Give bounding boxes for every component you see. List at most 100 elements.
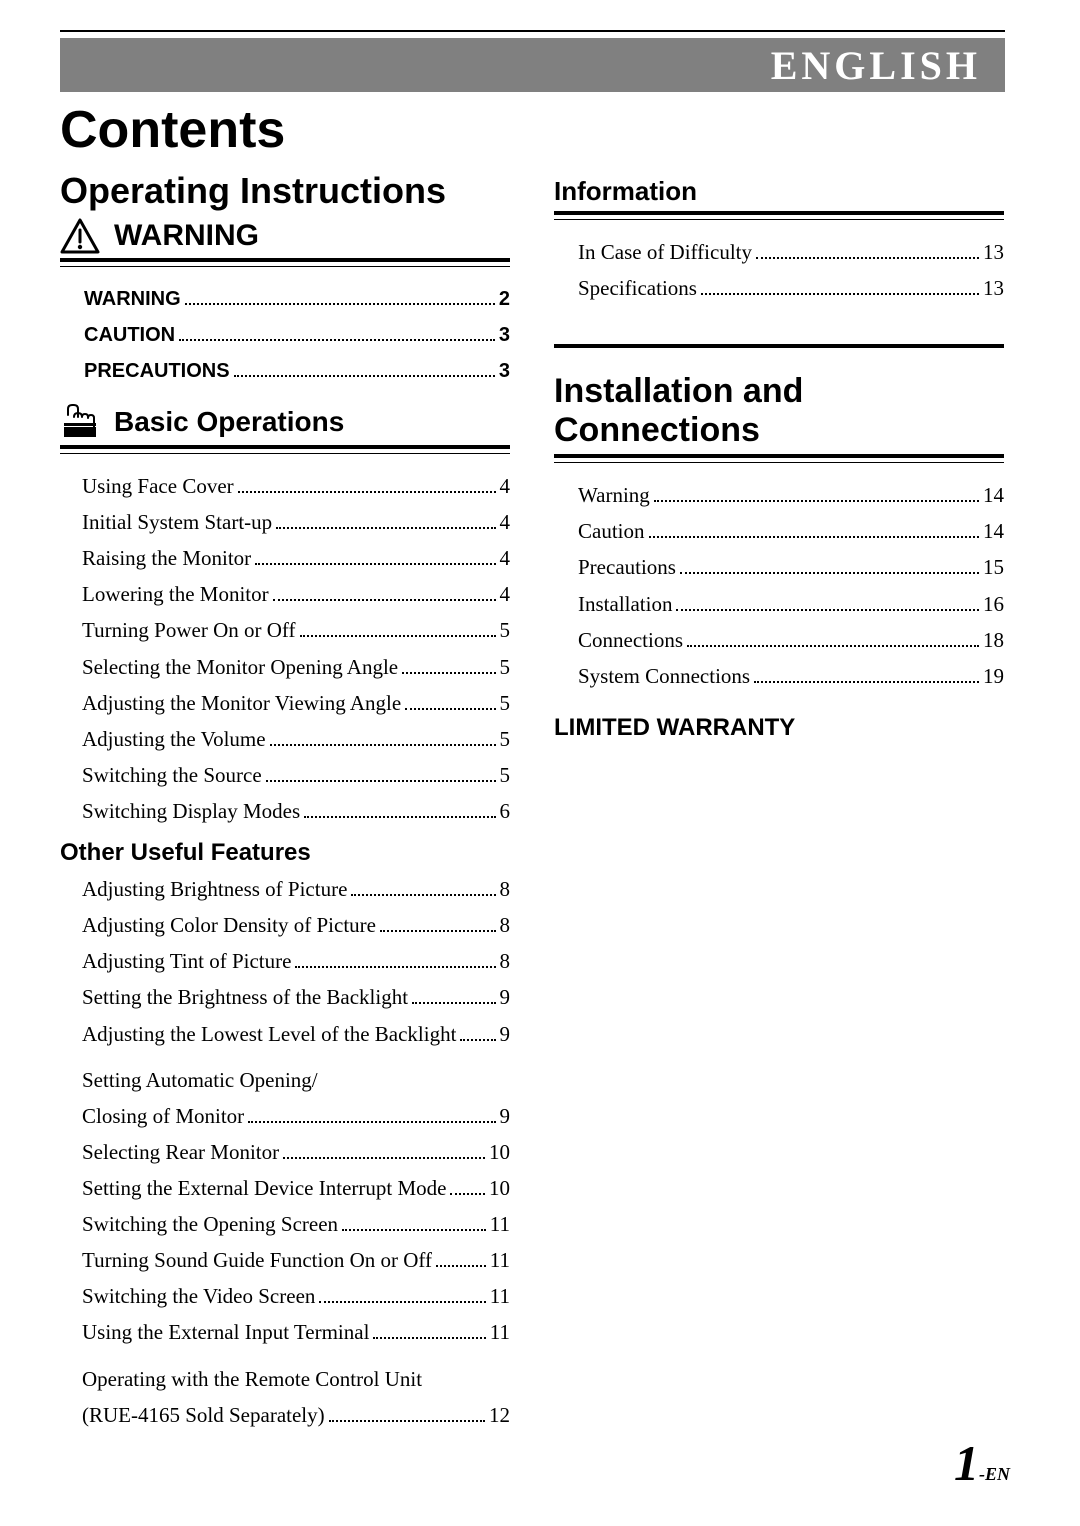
toc-page: 11	[490, 1314, 510, 1350]
toc-page: 3	[499, 353, 510, 389]
toc-page: 9	[500, 1098, 511, 1134]
toc-page: 11	[490, 1206, 510, 1242]
rule-pair	[60, 445, 510, 454]
toc-label: Switching the Source	[82, 757, 262, 793]
toc-page: 6	[500, 793, 511, 829]
toc-label: Using Face Cover	[82, 468, 234, 504]
toc-dots	[680, 561, 979, 575]
document-page: ENGLISH Contents Operating Instructions …	[0, 0, 1080, 1526]
other-toc-list-2: Closing of Monitor 9 Selecting Rear Monito…	[82, 1098, 510, 1351]
toc-page: 10	[489, 1170, 510, 1206]
toc-item: Connections18	[578, 622, 1004, 658]
columns-wrapper: Operating Instructions WARNING WARNING2C…	[60, 170, 1005, 1443]
toc-label: Setting Automatic Opening/	[82, 1062, 318, 1098]
toc-label: Closing of Monitor	[82, 1098, 244, 1134]
toc-label: Initial System Start-up	[82, 504, 272, 540]
rule-thin	[60, 266, 510, 267]
toc-label: Caution	[578, 513, 645, 549]
toc-label: Setting the External Device Interrupt Mo…	[82, 1170, 446, 1206]
installation-heading: Installation and Connections	[554, 372, 1004, 450]
toc-label: Adjusting the Lowest Level of the Backli…	[82, 1016, 456, 1052]
toc-label: Switching the Opening Screen	[82, 1206, 338, 1242]
toc-item: CAUTION 3	[84, 317, 510, 353]
toc-label: Precautions	[578, 549, 676, 585]
left-column: Operating Instructions WARNING WARNING2C…	[60, 170, 510, 1443]
toc-page: 14	[983, 513, 1004, 549]
toc-label: In Case of Difficulty	[578, 234, 752, 270]
toc-label: Raising the Monitor	[82, 540, 251, 576]
language-bar: ENGLISH	[60, 38, 1005, 92]
toc-item: Switching the Video Screen11	[82, 1278, 510, 1314]
toc-dots	[276, 515, 495, 529]
basic-operations-heading-row: Basic Operations	[60, 403, 510, 441]
toc-item: Using Face Cover4	[82, 468, 510, 504]
toc-label: Specifications	[578, 270, 697, 306]
warning-heading-label: WARNING	[114, 219, 259, 253]
toc-dots	[185, 292, 495, 305]
toc-item: System Connections 19	[578, 658, 1004, 694]
toc-label: System Connections	[578, 658, 750, 694]
toc-item: Precautions15	[578, 549, 1004, 585]
toc-label: Installation	[578, 586, 672, 622]
toc-page: 16	[983, 586, 1004, 622]
toc-dots	[754, 669, 979, 683]
rule-thick	[60, 445, 510, 449]
toc-dots	[450, 1181, 485, 1195]
toc-dots	[248, 1109, 495, 1123]
top-rule	[60, 30, 1005, 32]
toc-dots	[676, 597, 979, 611]
hand-icon	[60, 403, 100, 441]
toc-dots	[266, 768, 496, 782]
toc-item: Warning 14	[578, 477, 1004, 513]
toc-item: PRECAUTIONS 3	[84, 353, 510, 389]
toc-item: Turning Sound Guide Function On or Off11	[82, 1242, 510, 1278]
language-label: ENGLISH	[771, 42, 981, 89]
rule-thin	[60, 453, 510, 454]
toc-item: Switching the Source5	[82, 757, 510, 793]
toc-label: CAUTION	[84, 317, 175, 353]
other-toc-list-1: Adjusting Brightness of Picture8Adjustin…	[82, 871, 510, 1052]
information-toc-list: In Case of Difficulty13Specifications13	[578, 234, 1004, 306]
toc-dots	[300, 624, 496, 638]
toc-label: Setting the Brightness of the Backlight	[82, 979, 408, 1015]
toc-label: Switching the Video Screen	[82, 1278, 315, 1314]
toc-dots	[342, 1217, 486, 1231]
toc-dots	[687, 633, 979, 647]
toc-item: (RUE-4165 Sold Separately) 12	[82, 1397, 510, 1433]
toc-label: Warning	[578, 477, 650, 513]
toc-page: 5	[500, 612, 511, 648]
basic-toc-list: Using Face Cover4Initial System Start-up…	[82, 468, 510, 829]
toc-label: Using the External Input Terminal	[82, 1314, 369, 1350]
toc-page: 3	[499, 317, 510, 353]
toc-page: 4	[500, 504, 511, 540]
toc-label: PRECAUTIONS	[84, 353, 230, 389]
toc-item: Closing of Monitor 9	[82, 1098, 510, 1134]
toc-page: 14	[983, 477, 1004, 513]
toc-dots	[319, 1290, 485, 1304]
other-features-heading: Other Useful Features	[60, 839, 510, 867]
toc-label: (RUE-4165 Sold Separately)	[82, 1397, 325, 1433]
toc-label: WARNING	[84, 281, 181, 317]
toc-page: 4	[500, 540, 511, 576]
toc-dots	[351, 882, 495, 896]
remote-toc-list: (RUE-4165 Sold Separately) 12	[82, 1397, 510, 1433]
rule-thick	[554, 344, 1004, 348]
toc-label: Adjusting Tint of Picture	[82, 943, 291, 979]
page-number: 1	[954, 1435, 979, 1491]
toc-dots	[283, 1145, 485, 1159]
toc-label: Selecting Rear Monitor	[82, 1134, 279, 1170]
rule-thin	[554, 219, 1004, 220]
toc-dots	[238, 479, 496, 493]
warranty-heading: LIMITED WARRANTY	[554, 714, 1004, 742]
toc-dots	[756, 245, 979, 259]
installation-toc-list: Warning14Caution14Precautions15Installat…	[578, 477, 1004, 694]
toc-label: Selecting the Monitor Opening Angle	[82, 649, 398, 685]
information-heading: Information	[554, 176, 1004, 207]
toc-dots	[460, 1027, 495, 1041]
toc-label: Turning Power On or Off	[82, 612, 296, 648]
toc-page: 5	[500, 649, 511, 685]
toc-label: Adjusting Color Density of Picture	[82, 907, 376, 943]
toc-page: 19	[983, 658, 1004, 694]
toc-label: Adjusting the Monitor Viewing Angle	[82, 685, 401, 721]
toc-label: Lowering the Monitor	[82, 576, 269, 612]
